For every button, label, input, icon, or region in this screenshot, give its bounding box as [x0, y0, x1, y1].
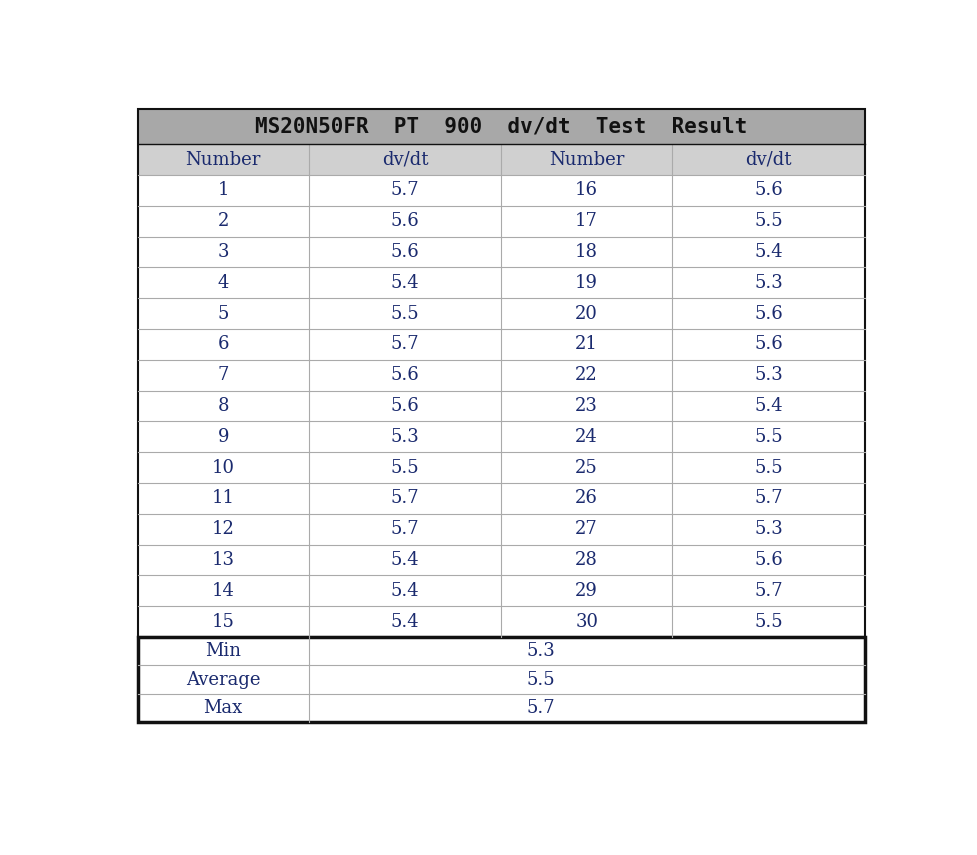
Text: 23: 23	[574, 397, 598, 415]
Text: 5.5: 5.5	[527, 670, 555, 689]
Text: 5.4: 5.4	[753, 397, 782, 415]
Text: 5.7: 5.7	[390, 335, 419, 353]
Bar	[138, 483, 864, 514]
Text: 4: 4	[217, 274, 229, 292]
Text: 29: 29	[574, 581, 598, 599]
Bar	[138, 237, 864, 268]
Text: Max: Max	[203, 699, 242, 717]
Text: 8: 8	[217, 397, 229, 415]
Text: 5.6: 5.6	[390, 243, 419, 261]
Bar	[138, 360, 864, 391]
Bar	[138, 422, 864, 452]
Text: 12: 12	[211, 520, 234, 538]
Bar	[138, 514, 864, 545]
Text: 5.6: 5.6	[753, 304, 782, 322]
Text: 5.7: 5.7	[753, 489, 782, 507]
Text: 7: 7	[217, 366, 229, 384]
Text: 2: 2	[217, 212, 229, 230]
Text: 5.7: 5.7	[390, 181, 419, 199]
Text: 5.4: 5.4	[390, 581, 419, 599]
Bar	[138, 109, 864, 637]
Text: 16: 16	[574, 181, 598, 199]
Text: 5.7: 5.7	[390, 520, 419, 538]
Text: dv/dt: dv/dt	[744, 150, 790, 168]
Text: 5.5: 5.5	[753, 212, 782, 230]
Text: MS20N50FR  PT  900  dv/dt  Test  Result: MS20N50FR PT 900 dv/dt Test Result	[255, 116, 746, 137]
Text: 10: 10	[211, 458, 234, 476]
Bar	[138, 206, 864, 237]
Text: 5.5: 5.5	[753, 458, 782, 476]
Bar	[138, 665, 864, 694]
Bar	[138, 298, 864, 329]
Text: 24: 24	[574, 428, 597, 445]
Text: 3: 3	[217, 243, 229, 261]
Text: 30: 30	[574, 612, 598, 631]
Text: 20: 20	[574, 304, 598, 322]
Bar	[138, 694, 864, 722]
Text: 5.6: 5.6	[390, 366, 419, 384]
Text: 5: 5	[217, 304, 229, 322]
Text: 5.5: 5.5	[753, 612, 782, 631]
Bar	[138, 268, 864, 298]
Text: 5.6: 5.6	[753, 551, 782, 569]
Text: Min: Min	[205, 642, 241, 660]
Text: 5.4: 5.4	[390, 274, 419, 292]
Text: 19: 19	[574, 274, 598, 292]
Text: 5.5: 5.5	[390, 304, 419, 322]
Text: 5.4: 5.4	[390, 612, 419, 631]
Text: 26: 26	[574, 489, 598, 507]
Text: dv/dt: dv/dt	[381, 150, 428, 168]
Bar	[138, 545, 864, 575]
Text: 21: 21	[574, 335, 598, 353]
Text: 5.4: 5.4	[753, 243, 782, 261]
Text: 5.6: 5.6	[390, 212, 419, 230]
Text: 13: 13	[211, 551, 234, 569]
Text: 25: 25	[574, 458, 597, 476]
Bar	[138, 144, 864, 175]
Text: 22: 22	[574, 366, 597, 384]
Bar	[138, 637, 864, 722]
Text: 5.3: 5.3	[390, 428, 419, 445]
Text: 5.6: 5.6	[753, 335, 782, 353]
Text: 28: 28	[574, 551, 598, 569]
Text: 6: 6	[217, 335, 229, 353]
Text: 1: 1	[217, 181, 229, 199]
Text: 14: 14	[211, 581, 234, 599]
Text: 5.7: 5.7	[390, 489, 419, 507]
Text: Number: Number	[548, 150, 623, 168]
Text: 5.4: 5.4	[390, 551, 419, 569]
Text: 5.5: 5.5	[390, 458, 419, 476]
Bar	[138, 452, 864, 483]
Text: 5.7: 5.7	[527, 699, 555, 717]
Bar	[138, 575, 864, 606]
Bar	[138, 637, 864, 665]
Bar	[138, 329, 864, 360]
Text: 5.3: 5.3	[527, 642, 555, 660]
Text: 5.3: 5.3	[753, 520, 782, 538]
Text: 5.6: 5.6	[753, 181, 782, 199]
Bar	[138, 606, 864, 637]
Bar	[138, 175, 864, 206]
Text: 5.7: 5.7	[753, 581, 782, 599]
Text: 5.3: 5.3	[753, 366, 782, 384]
Text: 5.5: 5.5	[753, 428, 782, 445]
Text: 27: 27	[574, 520, 597, 538]
Text: 15: 15	[211, 612, 234, 631]
Text: 5.6: 5.6	[390, 397, 419, 415]
Text: Average: Average	[186, 670, 260, 689]
Text: 5.3: 5.3	[753, 274, 782, 292]
Bar	[138, 391, 864, 422]
Text: Number: Number	[186, 150, 261, 168]
Text: 17: 17	[574, 212, 598, 230]
Bar	[138, 109, 864, 144]
Text: 9: 9	[217, 428, 229, 445]
Text: 18: 18	[574, 243, 598, 261]
Text: 11: 11	[211, 489, 234, 507]
